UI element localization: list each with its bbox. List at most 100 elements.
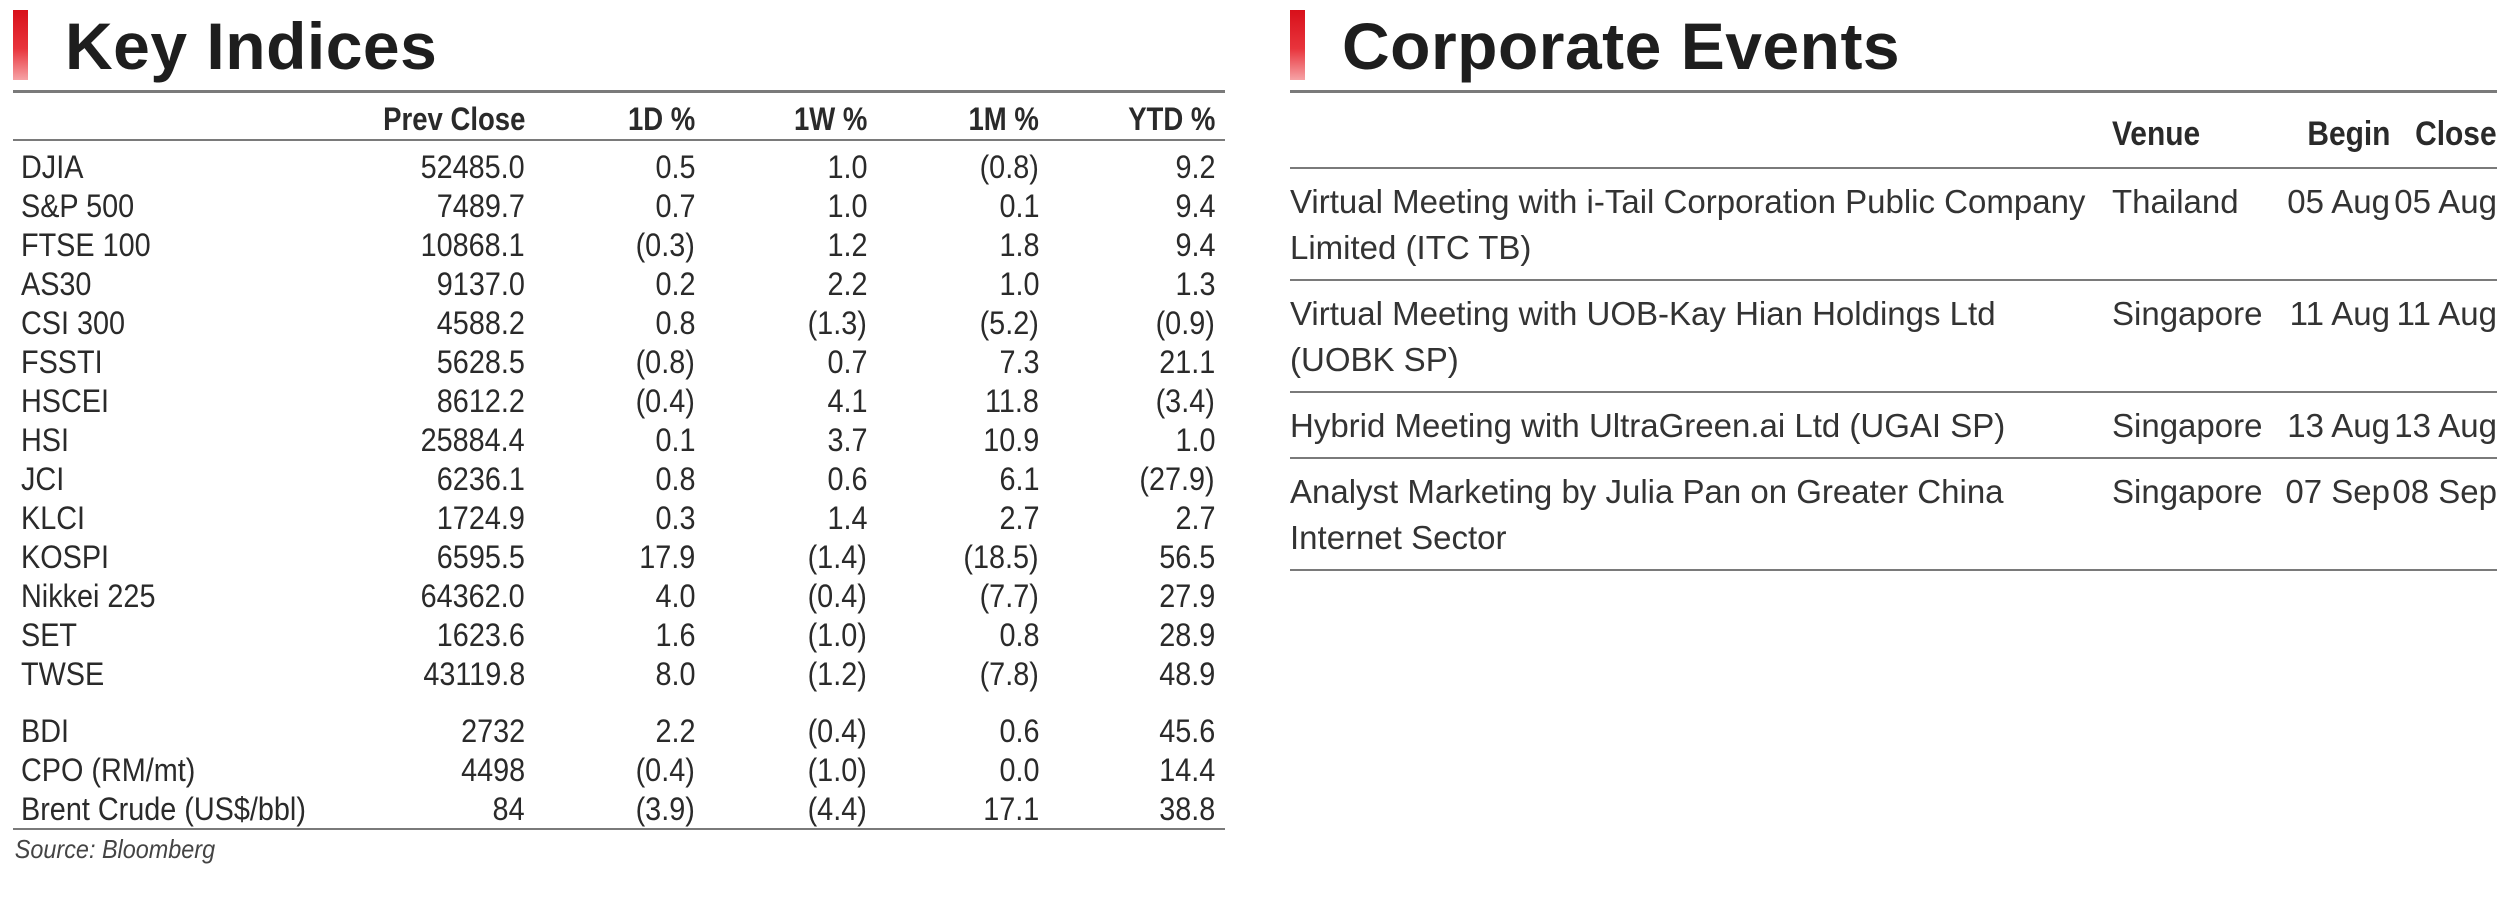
cell-m1: 1.8 [998,227,1039,263]
event-begin-date: 13 Aug [2287,407,2390,444]
cell-w1: 1.2 [826,227,867,263]
corporate-events-title: Corporate Events [1342,9,1901,83]
cell-m1: 0.8 [998,617,1039,653]
cell-m1: 0.6 [998,713,1039,749]
column-header-1w: 1W % [793,101,867,137]
cell-prev-close: 8612.2 [436,383,525,419]
table-row: SET 1623.6 1.6 (1.0) 0.8 28.9 [13,613,1225,653]
table-row: BDI 2732 2.2 (0.4) 0.6 45.6 [13,709,1225,749]
cell-m1: (7.7) [979,578,1039,614]
table-row: Virtual Meeting with UOB-Kay Hian Holdin… [1290,281,2497,393]
event-name: Analyst Marketing by Julia Pan on Greate… [1290,473,2004,556]
table-row: Hybrid Meeting with UltraGreen.ai Ltd (U… [1290,393,2497,459]
cell-m1: 17.1 [982,791,1039,827]
key-indices-section: Key Indices Prev Close 1D % 1W % 1M % YT… [13,0,1225,865]
cell-prev-close: 64362.0 [420,578,525,614]
event-name: Hybrid Meeting with UltraGreen.ai Ltd (U… [1290,407,2006,444]
cell-m1: 1.0 [998,266,1039,302]
corporate-events-column-headers: Venue Begin Close [1290,93,2497,169]
index-name: Brent Crude (US$/bbl) [21,791,306,827]
key-indices-table-body: DJIA 52485.0 0.5 1.0 (0.8) 9.2 S&P 500 7489.7 0.… [13,141,1225,830]
table-row: Brent Crude (US$/bbl) 84 (3.9) (4.4) 17.1 38.… [13,787,1225,827]
cell-ytd: 48.9 [1158,656,1215,692]
table-row: DJIA 52485.0 0.5 1.0 (0.8) 9.2 [13,145,1225,185]
column-header-close: Close [2415,115,2497,153]
table-row: HSI 25884.4 0.1 3.7 10.9 1.0 [13,418,1225,458]
cell-d1: 17.9 [638,539,695,575]
cell-d1: 0.1 [654,422,695,458]
event-close-date: 13 Aug [2394,407,2497,444]
cell-prev-close: 84 [492,791,525,827]
cell-w1: 2.2 [826,266,867,302]
event-close-date: 11 Aug [2396,295,2497,332]
cell-d1: 1.6 [654,617,695,653]
cell-d1: 0.8 [654,461,695,497]
cell-w1: (4.4) [807,791,867,827]
cell-w1: (1.3) [807,305,867,341]
table-row: AS30 9137.0 0.2 2.2 1.0 1.3 [13,262,1225,302]
index-name: KLCI [21,500,86,536]
event-venue: Singapore [2112,473,2263,510]
index-name: BDI [21,713,70,749]
cell-prev-close: 6236.1 [436,461,525,497]
cell-m1: 2.7 [998,500,1039,536]
event-close-date: 05 Aug [2394,183,2497,220]
index-name: KOSPI [21,539,110,575]
cell-m1: 0.1 [998,188,1039,224]
index-name: HSI [21,422,70,458]
cell-m1: 10.9 [982,422,1039,458]
event-name: Virtual Meeting with i-Tail Corporation … [1290,183,2086,266]
cell-prev-close: 7489.7 [436,188,525,224]
table-row: Nikkei 225 64362.0 4.0 (0.4) (7.7) 27.9 [13,574,1225,614]
event-begin-date: 11 Aug [2289,295,2390,332]
cell-prev-close: 25884.4 [420,422,525,458]
event-begin-date: 07 Sep [2285,473,2390,510]
cell-m1: 11.8 [985,383,1039,419]
source-note: Source: Bloomberg [14,834,216,864]
cell-ytd: 27.9 [1158,578,1215,614]
cell-w1: 0.6 [826,461,867,497]
event-name: Virtual Meeting with UOB-Kay Hian Holdin… [1290,295,1996,378]
table-row: Virtual Meeting with i-Tail Corporation … [1290,169,2497,281]
index-name: SET [21,617,78,653]
cell-d1: (0.4) [635,752,695,788]
index-name: FTSE 100 [21,227,151,263]
event-venue: Singapore [2112,295,2263,332]
cell-m1: (18.5) [963,539,1039,575]
column-header-ytd: YTD % [1127,101,1215,137]
table-row: CSI 300 4588.2 0.8 (1.3) (5.2) (0.9) [13,301,1225,341]
cell-m1: (0.8) [979,149,1039,185]
index-name: CPO (RM/mt) [21,752,196,788]
cell-prev-close: 9137.0 [436,266,525,302]
cell-w1: 1.0 [826,188,867,224]
index-name: Nikkei 225 [21,578,156,614]
cell-d1: 0.2 [654,266,695,302]
table-row: TWSE 43119.8 8.0 (1.2) (7.8) 48.9 [13,652,1225,692]
cell-d1: 4.0 [654,578,695,614]
key-indices-column-headers: Prev Close 1D % 1W % 1M % YTD % [13,93,1225,141]
cell-m1: (5.2) [979,305,1039,341]
accent-bar-icon [1290,10,1305,80]
cell-m1: (7.8) [979,656,1039,692]
table-row: S&P 500 7489.7 0.7 1.0 0.1 9.4 [13,184,1225,224]
index-name: CSI 300 [21,305,126,341]
cell-ytd: 14.4 [1158,752,1215,788]
cell-ytd: 9.2 [1174,149,1215,185]
index-name: TWSE [21,656,105,692]
cell-ytd: 9.4 [1174,188,1215,224]
corporate-events-section: Corporate Events Venue Begin Close Virtu… [1290,0,2497,571]
event-venue: Thailand [2112,183,2239,220]
cell-w1: (1.0) [807,617,867,653]
cell-d1: (0.4) [635,383,695,419]
table-row: FTSE 100 10868.1 (0.3) 1.2 1.8 9.4 [13,223,1225,263]
cell-prev-close: 4588.2 [436,305,525,341]
cell-prev-close: 52485.0 [420,149,525,185]
key-indices-title: Key Indices [65,9,438,83]
cell-prev-close: 2732 [460,713,525,749]
cell-m1: 6.1 [998,461,1039,497]
cell-d1: (3.9) [635,791,695,827]
cell-ytd: (27.9) [1139,461,1215,497]
index-name: HSCEI [21,383,110,419]
cell-d1: 0.8 [654,305,695,341]
corporate-events-header: Corporate Events [1290,0,2497,93]
